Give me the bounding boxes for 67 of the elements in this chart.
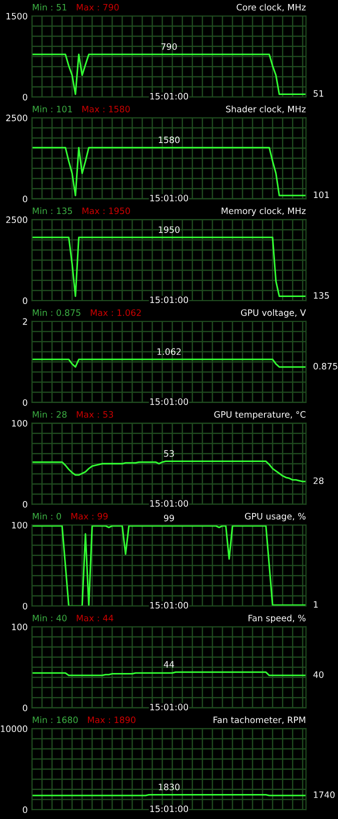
text: 28 xyxy=(314,477,324,484)
text: Min : 51 xyxy=(32,4,66,11)
text: Max : 53 xyxy=(76,411,114,418)
annotation: 15:01:00 xyxy=(150,602,188,609)
text: Min : 0 xyxy=(32,512,62,520)
annotation: 1.062 xyxy=(157,348,181,355)
chart-title: GPU temperature, °C xyxy=(214,411,306,420)
annotation: 15:01:00 xyxy=(150,398,188,405)
y-tick-label: 0 xyxy=(22,196,28,202)
annotation: 15:01:00 xyxy=(150,296,188,304)
y-tick-label: 2500 xyxy=(6,216,28,224)
text: Min : 0.875 xyxy=(32,309,80,316)
text: 1 xyxy=(314,601,318,608)
chart-title: GPU voltage, V xyxy=(241,309,306,318)
y-tick-label: 0 xyxy=(22,399,28,406)
y-tick-label: 100 xyxy=(12,624,28,630)
y-tick-label: 0 xyxy=(22,501,28,508)
text: Max : 1890 xyxy=(88,716,136,724)
chart-title: Shader clock, MHz xyxy=(226,106,306,114)
annotation: 1830 xyxy=(158,784,180,790)
text: Min : 1680 xyxy=(32,716,78,724)
y-tick-label: 0 xyxy=(22,806,28,814)
text: Max : 44 xyxy=(76,614,114,622)
y-tick-label: 0 xyxy=(22,297,28,304)
annotation: 790 xyxy=(161,43,177,50)
y-tick-label: 0 xyxy=(22,94,28,100)
y-tick-label: 2500 xyxy=(6,114,28,122)
text: Max : 99 xyxy=(71,512,108,520)
annotation: 99 xyxy=(164,514,174,522)
chart-title: GPU usage, % xyxy=(244,512,306,522)
y-tick-label: 0 xyxy=(22,704,28,712)
text: 135 xyxy=(314,292,329,299)
y-tick-label: 1500 xyxy=(6,12,28,20)
text: Min : 101 xyxy=(32,106,72,112)
text: 1740 xyxy=(314,791,335,798)
text: 51 xyxy=(314,90,324,97)
annotation: 44 xyxy=(164,661,174,668)
annotation: 15:01:00 xyxy=(150,92,188,100)
y-tick-label: 0 xyxy=(22,602,28,610)
line-series xyxy=(32,146,306,196)
text: Max : 790 xyxy=(76,4,119,11)
annotation: 1950 xyxy=(158,226,180,233)
annotation: 15:01:00 xyxy=(150,500,188,507)
y-tick-label: 2 xyxy=(22,318,27,325)
text: 0.875 xyxy=(314,362,338,370)
line-series xyxy=(32,236,306,297)
text: Min : 28 xyxy=(32,410,67,418)
annotation: 1580 xyxy=(158,136,180,144)
y-tick-label: 10000 xyxy=(0,725,28,732)
annotation: 15:01:00 xyxy=(150,806,188,812)
annotation: 15:01:00 xyxy=(150,704,188,710)
y-tick-label: 100 xyxy=(12,522,28,528)
y-tick-label: 100 xyxy=(12,420,28,427)
line-series xyxy=(32,460,306,482)
text: Max : 1.062 xyxy=(90,309,141,316)
chart-title: Core clock, MHz xyxy=(236,4,306,12)
text: Max : 1950 xyxy=(82,208,130,214)
text: 40 xyxy=(313,671,324,678)
chart-title: Fan speed, % xyxy=(248,614,306,624)
text: 101 xyxy=(314,191,329,198)
text: Min : 40 xyxy=(32,614,67,622)
text: Min : 135 xyxy=(32,207,72,214)
chart-title: Memory clock, MHz xyxy=(222,207,306,216)
annotation: 15:01:00 xyxy=(150,194,188,202)
text: Max : 1580 xyxy=(82,106,130,112)
chart-title: Fan tachometer, RPM xyxy=(214,716,306,724)
annotation: 53 xyxy=(164,450,174,457)
